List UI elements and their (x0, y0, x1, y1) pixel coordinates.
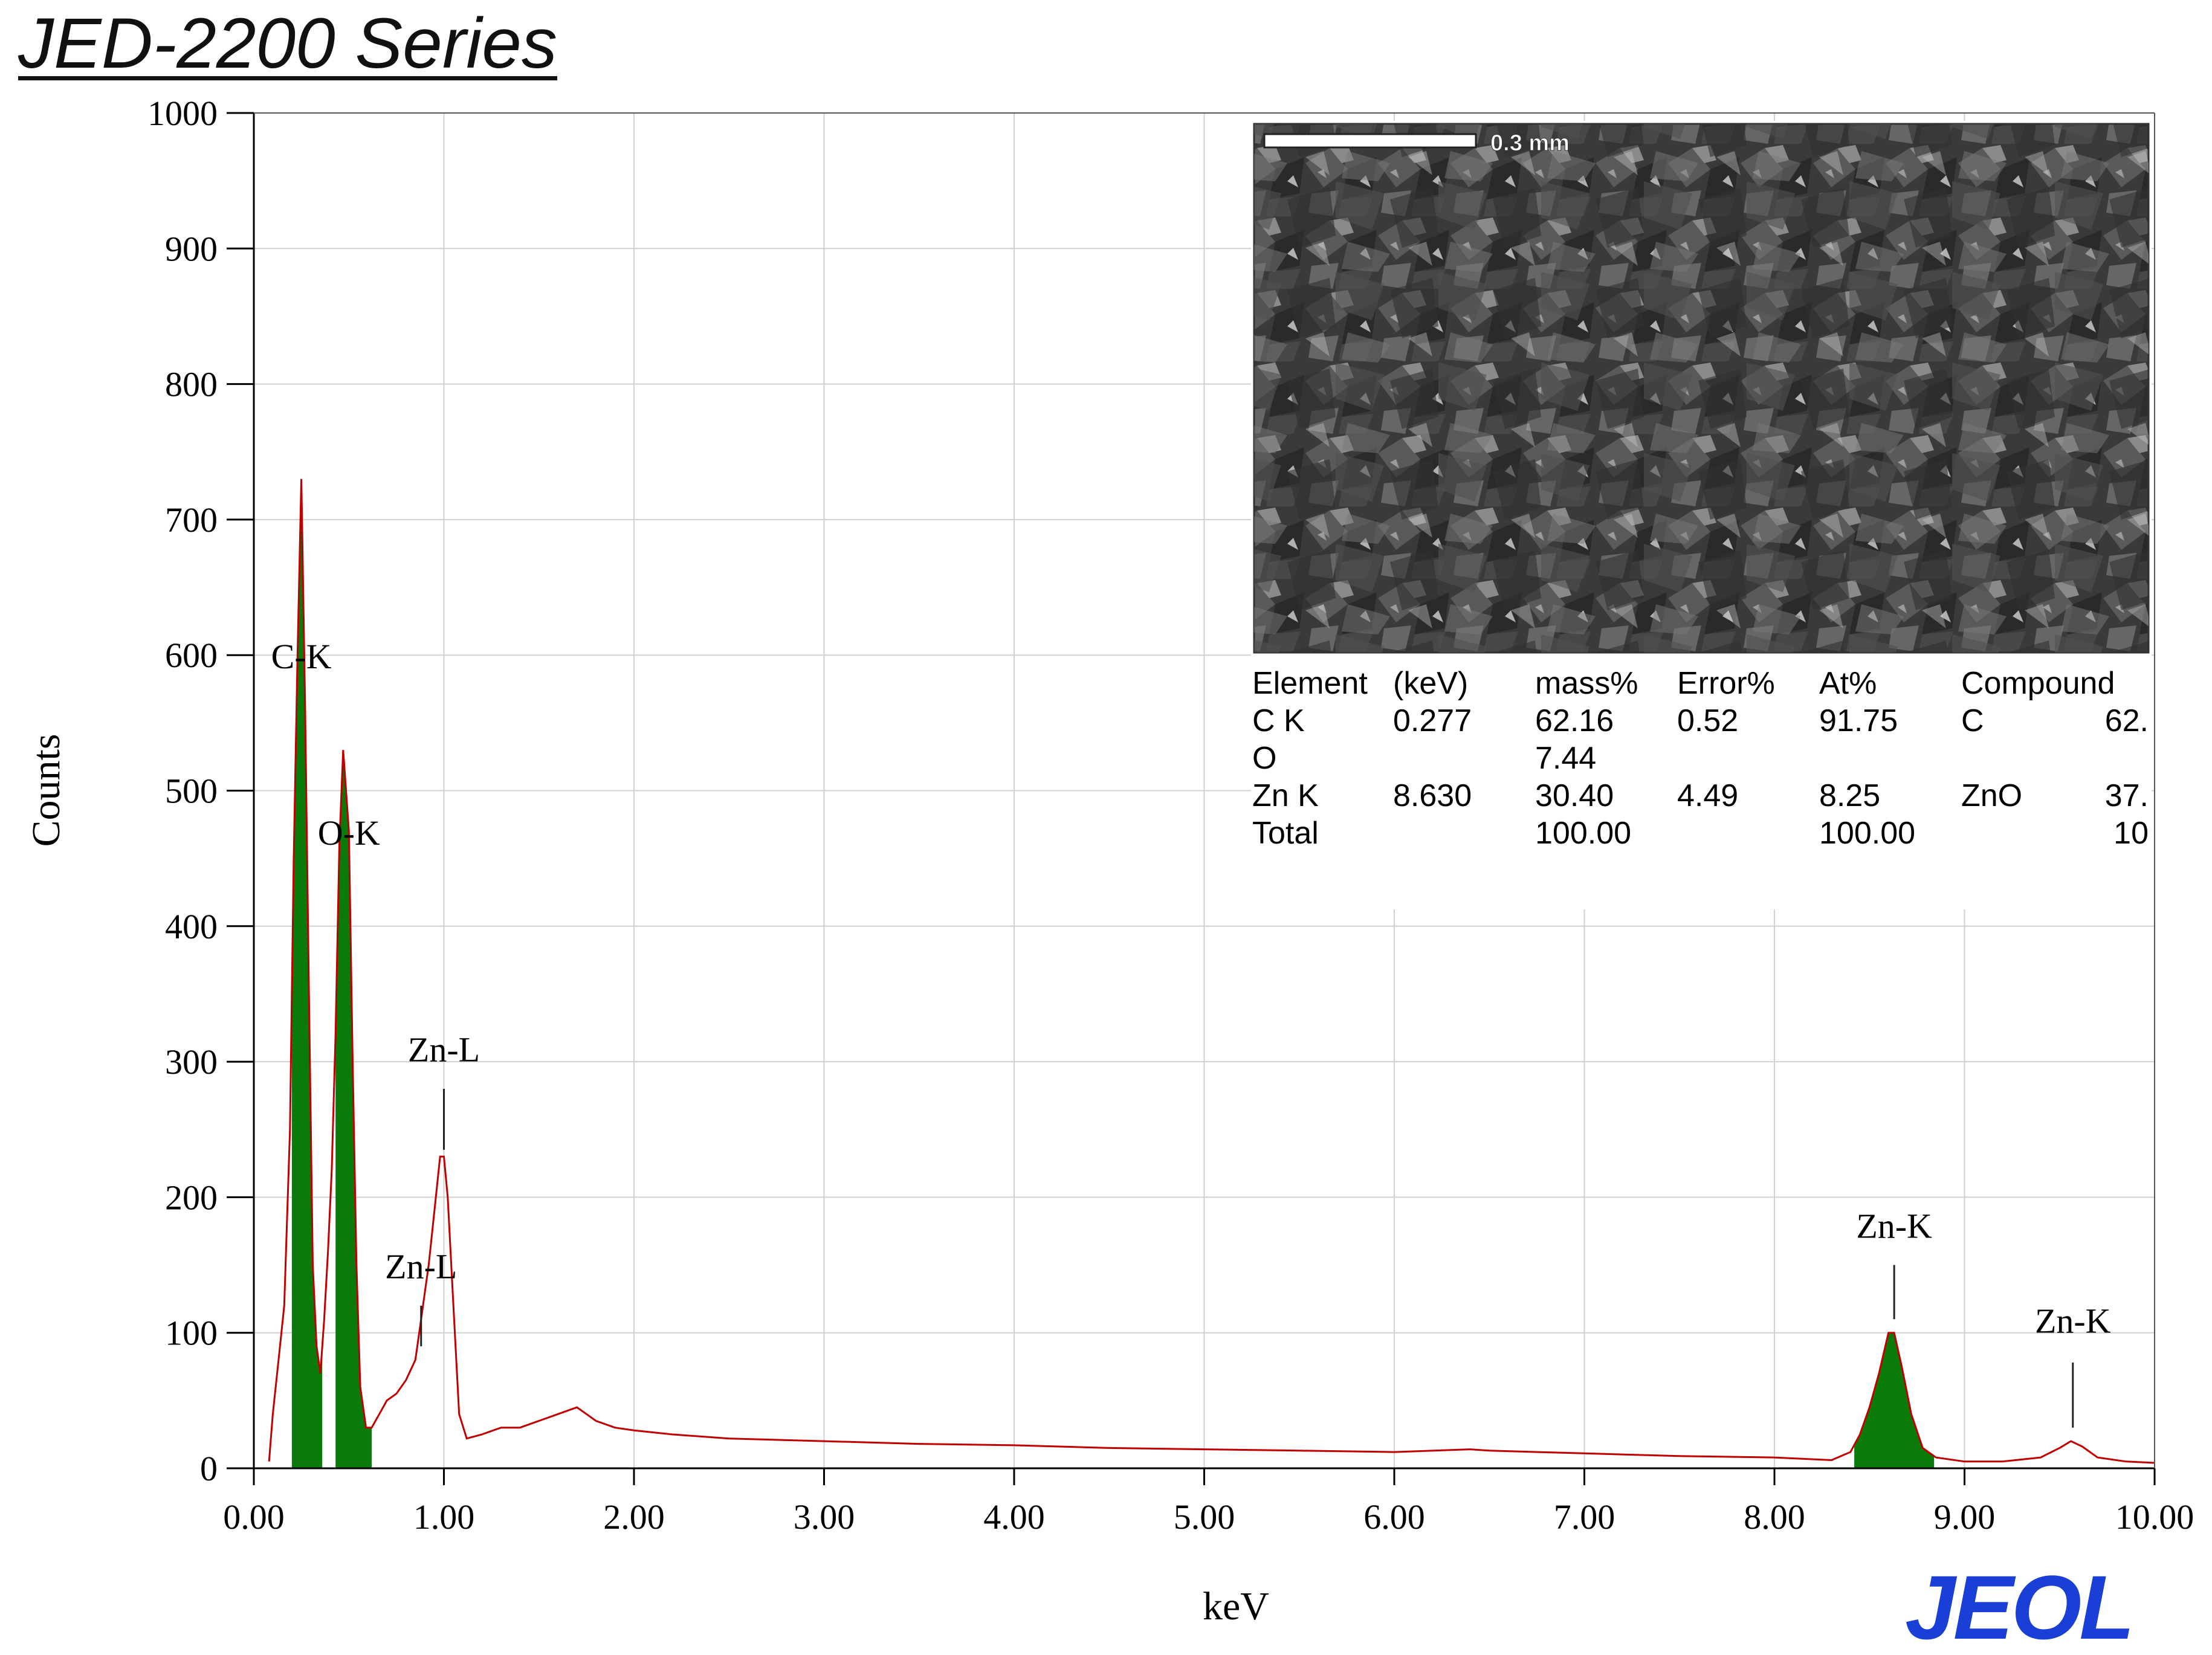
x-tick-label: 7.00 (1554, 1497, 1615, 1537)
table-cell: 100.00 (1819, 816, 1915, 851)
table-header-cell: Element (1252, 666, 1368, 701)
y-ticks: 0 100 200 300 400 500 600 700 800 900 1000 (147, 94, 254, 1488)
table-cell: O (1252, 741, 1276, 776)
peak-fills (291, 479, 1935, 1468)
table-header-cell: (keV) (1393, 666, 1468, 701)
peak-label: O-K (318, 813, 380, 853)
table-cell: 62. (2105, 703, 2149, 738)
table-cell: 10 (2113, 816, 2149, 851)
table-cell: Total (1252, 816, 1319, 851)
y-tick-label: 100 (165, 1314, 218, 1353)
table-cell: 7.44 (1535, 741, 1596, 776)
table-cell: 62.16 (1535, 703, 1614, 738)
sem-image-overlay (1254, 124, 2149, 653)
y-tick-label: 300 (165, 1042, 218, 1082)
x-tick-label: 1.00 (413, 1497, 475, 1537)
scale-bar-label: 0.3 mm (1490, 131, 1570, 156)
table-header-cell: At% (1819, 666, 1877, 701)
table-cell: 100.00 (1535, 816, 1631, 851)
peak-label: Zn-L (385, 1247, 457, 1286)
peak-label: Zn-K (1856, 1206, 1932, 1245)
inset-panel: 0.3 mm (1251, 121, 2152, 909)
y-tick-label: 400 (165, 907, 218, 946)
y-tick-label: 1000 (147, 94, 218, 133)
table-header-cell: Compound (1961, 666, 2115, 701)
table-cell: Zn K (1252, 778, 1319, 813)
table-cell: ZnO (1961, 778, 2022, 813)
jeol-logo: JEOL (1905, 1557, 2132, 1655)
table-cell: 0.52 (1677, 703, 1738, 738)
table-header-cell: mass% (1535, 666, 1638, 701)
x-tick-label: 3.00 (794, 1497, 855, 1537)
table-header-cell: Error% (1677, 666, 1775, 701)
x-tick-label: 6.00 (1363, 1497, 1425, 1537)
table-cell: C K (1252, 703, 1305, 738)
table-cell: 8.25 (1819, 778, 1880, 813)
x-tick-label: 4.00 (983, 1497, 1045, 1537)
results-table: Element (keV) mass% Error% At% Compound C K 0.2… (1252, 666, 2149, 851)
peak-fill-o-k (335, 750, 372, 1468)
x-tick-label: 10.00 (2115, 1497, 2194, 1537)
y-tick-label: 800 (165, 365, 218, 404)
table-cell: 91.75 (1819, 703, 1898, 738)
x-tick-label: 9.00 (1934, 1497, 1996, 1537)
table-cell: 30.40 (1535, 778, 1614, 813)
x-axis-label: keV (1203, 1584, 1269, 1628)
series-title-wrap: JED-2200 Series (18, 2, 557, 85)
y-tick-label: 900 (165, 229, 218, 268)
y-tick-label: 500 (165, 772, 218, 811)
table-cell: 37. (2105, 778, 2149, 813)
series-title: JED-2200 Series (18, 4, 557, 83)
table-cell: 0.277 (1393, 703, 1472, 738)
y-tick-label: 0 (200, 1449, 218, 1488)
y-tick-label: 200 (165, 1178, 218, 1217)
peak-fill-c-k (291, 479, 323, 1468)
y-axis-label: Counts (24, 734, 68, 847)
x-tick-label: 8.00 (1744, 1497, 1805, 1537)
peak-annotations: C-K O-K Zn-L Zn-L Zn-K Zn-K (271, 637, 2111, 1428)
scale-bar (1263, 133, 1477, 149)
table-cell: 4.49 (1677, 778, 1738, 813)
peak-label: Zn-K (2035, 1301, 2111, 1340)
peak-label: C-K (271, 637, 332, 676)
peak-fill-zn-k (1854, 1332, 1935, 1468)
x-ticks: 0.00 1.00 2.00 3.00 4.00 5.00 6.00 7.00 8.00 9.00… (223, 1468, 2194, 1537)
table-cell: 8.630 (1393, 778, 1472, 813)
spectrum-line (268, 479, 2155, 1464)
x-tick-label: 5.00 (1174, 1497, 1235, 1537)
peak-label: Zn-L (408, 1030, 480, 1069)
y-tick-label: 700 (165, 500, 218, 540)
table-cell: C (1961, 703, 1984, 738)
x-tick-label: 2.00 (603, 1497, 665, 1537)
y-tick-label: 600 (165, 636, 218, 675)
x-tick-label: 0.00 (223, 1497, 285, 1537)
